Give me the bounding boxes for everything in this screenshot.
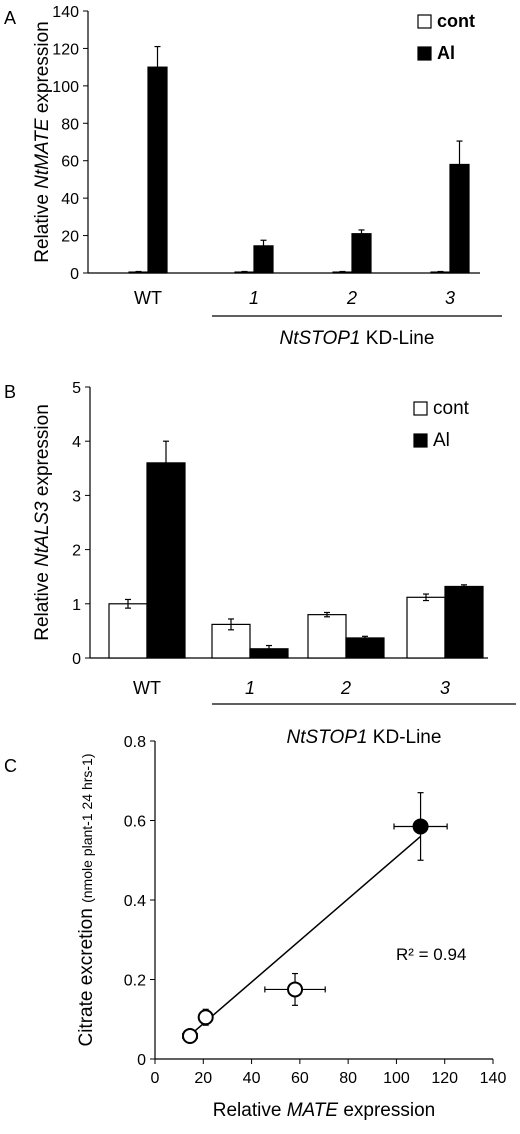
chart-a-y-axis-label: Relative NtMATE expression [32, 21, 53, 262]
chart-a-category-label: 3 [445, 288, 455, 308]
chart-c-x-axis-label-part-2: expression [338, 1100, 435, 1121]
chart-c-y-axis-label: Citrate excretion (nmole plant-1 24 hrs-… [76, 753, 97, 1046]
chart-b-y-axis-label-part-2: expression [32, 404, 53, 501]
chart-a-bar-al [253, 245, 274, 274]
chart-b-relative-ntals3-expression: 0 1 2 3 4 5 Relative NtALS3 expression WT 1 2 3 NtS… [32, 380, 516, 748]
chart-a-bar-cont [332, 271, 353, 274]
chart-b-legend-label-al: Al [433, 430, 450, 451]
chart-b-legend-label-cont: cont [433, 398, 470, 419]
chart-c-y-tick-label: 0.2 [124, 973, 146, 990]
chart-c-data-point-open [197, 1009, 214, 1026]
chart-c-citrate-vs-mate: 0 0.2 0.4 0.6 0.8 0 20 40 60 80 100 120 140 Citrate e… [76, 734, 506, 1121]
chart-a-y-tick-label: 40 [61, 191, 79, 208]
chart-a-y-axis-label-part-2: expression [32, 21, 53, 118]
chart-c-x-tick-label: 40 [243, 1070, 261, 1087]
chart-a-y-tick-label: 100 [52, 79, 79, 96]
chart-c-x-tick-label: 20 [194, 1070, 212, 1087]
chart-c-data-point-open [182, 1027, 199, 1044]
chart-c-x-tick-label: 0 [151, 1070, 160, 1087]
chart-a-legend-swatch-al [417, 46, 432, 61]
chart-c-trendline [189, 835, 422, 1036]
chart-c-y-tick-label: 0 [137, 1052, 146, 1069]
chart-a-y-axis-label-part-1: NtMATE [32, 118, 53, 189]
chart-b-bar-cont [406, 596, 446, 659]
chart-a-y-tick-label: 140 [52, 4, 79, 21]
chart-c-y-tick-label: 0.6 [124, 814, 146, 831]
chart-c-x-tick-label: 120 [431, 1070, 458, 1087]
chart-a-legend-label-al: Al [437, 43, 455, 63]
chart-c-y-axis-label-main: Citrate excretion [76, 903, 97, 1047]
chart-c-x-tick-label: 80 [339, 1070, 357, 1087]
chart-a-bar-al [449, 163, 470, 274]
chart-a-y-tick-label: 20 [61, 229, 79, 246]
chart-b-category-label: 3 [440, 678, 450, 698]
chart-a-legend-label-cont: cont [437, 11, 475, 31]
chart-a-bar-cont [430, 271, 451, 274]
chart-b-group-label-part-0: NtSTOP1 [287, 727, 368, 748]
chart-b-bar-al [345, 637, 385, 659]
chart-a-y-tick-label: 60 [61, 154, 79, 171]
chart-a-bar-al [351, 233, 372, 274]
chart-b-y-tick-label: 2 [72, 543, 81, 560]
chart-b-legend-swatch-cont [413, 401, 428, 416]
chart-c-x-axis-label-part-1: MATE [287, 1100, 339, 1121]
chart-b-y-tick-label: 1 [72, 597, 81, 614]
chart-b-bar-al [444, 585, 484, 659]
chart-b-bar-cont [307, 614, 347, 659]
chart-b-y-tick-label: 3 [72, 488, 81, 505]
chart-c-data-point-filled [412, 818, 429, 835]
chart-c-x-tick-label: 100 [383, 1070, 410, 1087]
chart-c-r-squared-annotation: R² = 0.94 [396, 945, 466, 964]
chart-c-data-point-open [287, 981, 304, 998]
chart-b-y-tick-label: 0 [72, 651, 81, 668]
chart-a-y-tick-label: 80 [61, 116, 79, 133]
chart-b-y-axis-label-part-1: NtALS3 [32, 501, 53, 567]
chart-c-x-tick-label: 60 [291, 1070, 309, 1087]
chart-c-x-axis-label-part-0: Relative [213, 1100, 287, 1121]
chart-a-y-tick-label: 0 [70, 266, 79, 283]
chart-a-bar-cont [234, 271, 255, 274]
chart-b-y-tick-label: 4 [72, 434, 81, 451]
chart-b-category-label: 2 [340, 678, 351, 698]
chart-a-group-label-part-0: NtSTOP1 [280, 328, 361, 349]
chart-b-y-axis-label-part-0: Relative [32, 567, 53, 641]
chart-a-category-label: WT [134, 288, 162, 308]
chart-a-group-label: NtSTOP1 KD-Line [280, 328, 435, 349]
chart-c-y-axis-label-unit: (nmole plant-1 24 hrs-1) [79, 753, 95, 902]
chart-a-bar-cont [128, 271, 149, 274]
chart-c-y-tick-label: 0.4 [124, 893, 146, 910]
chart-b-bar-al [146, 462, 186, 659]
chart-b-y-tick-label: 5 [72, 380, 81, 397]
chart-a-legend-swatch-cont [417, 14, 432, 29]
chart-b-category-label: WT [133, 678, 161, 698]
chart-a-y-axis-label-part-0: Relative [32, 189, 53, 263]
chart-b-category-label: 1 [245, 678, 255, 698]
chart-c-y-tick-label: 0.8 [124, 734, 146, 751]
chart-a-group-label-part-1: KD-Line [361, 328, 435, 349]
panel-label-c: C [4, 756, 17, 776]
chart-b-bar-cont [108, 603, 148, 659]
chart-b-group-label-part-1: KD-Line [368, 727, 442, 748]
chart-c-x-axis-label: Relative MATE expression [213, 1100, 435, 1121]
chart-b-legend-swatch-al [413, 433, 428, 448]
chart-a-category-label: 2 [346, 288, 357, 308]
panel-label-b: B [4, 382, 16, 402]
chart-c-x-tick-label: 140 [480, 1070, 507, 1087]
panel-label-a: A [4, 8, 16, 28]
chart-a-category-label: 1 [249, 288, 259, 308]
chart-a-y-tick-label: 120 [52, 41, 79, 58]
chart-b-group-label: NtSTOP1 KD-Line [287, 727, 442, 748]
chart-a-bar-al [147, 66, 168, 274]
chart-b-y-axis-label: Relative NtALS3 expression [32, 404, 53, 641]
